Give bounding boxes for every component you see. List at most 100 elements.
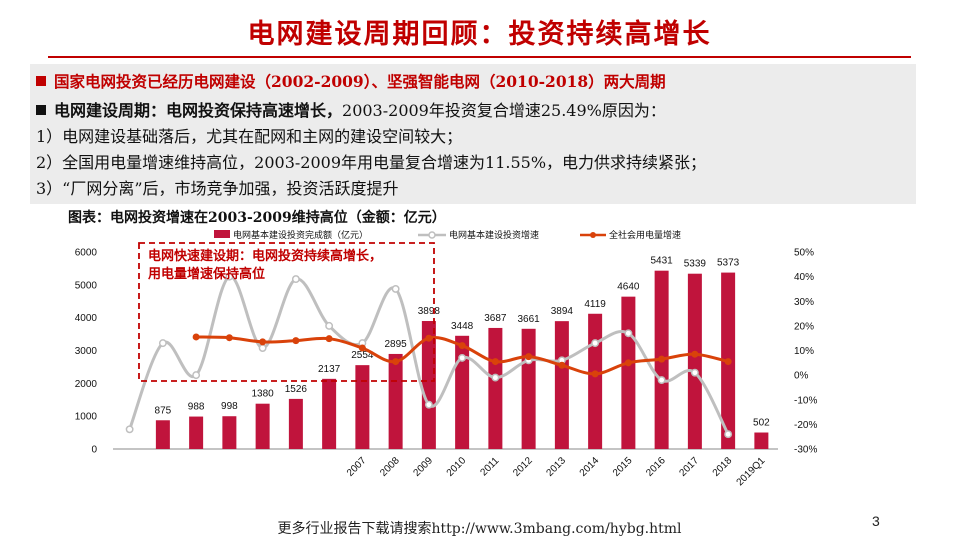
investment-growth-point xyxy=(158,339,167,348)
page-number: 3 xyxy=(872,513,880,529)
power-growth-point xyxy=(558,361,566,369)
investment-growth-point xyxy=(391,284,400,293)
power-growth-point xyxy=(658,355,666,363)
power-growth-point xyxy=(691,350,699,358)
legend-growth-marker xyxy=(428,231,436,239)
investment-growth-point xyxy=(424,400,433,409)
summary-line-2: 电网建设周期：电网投资保持高速增长，2003-2009年投资复合增速25.49%… xyxy=(36,97,666,121)
y-left-tick-label: 5000 xyxy=(75,280,98,291)
x-tick-label: 2013 xyxy=(544,455,568,479)
bar xyxy=(388,353,403,449)
investment-growth-point xyxy=(125,425,134,434)
bar-data-label: 5431 xyxy=(651,256,674,267)
summary-line-1: 国家电网投资已经历电网建设（2002-2009）、坚强智能电网（2010-201… xyxy=(36,70,666,92)
investment-growth-point xyxy=(591,339,600,348)
power-growth-point xyxy=(392,358,400,366)
x-tick-label: 2014 xyxy=(578,455,602,479)
title-divider xyxy=(48,56,911,58)
legend-growth-label: 电网基本建设投资增速 xyxy=(449,229,539,241)
bar xyxy=(621,296,636,449)
x-tick-label: 2018 xyxy=(711,455,735,479)
square-bullet-icon xyxy=(36,76,46,86)
y-right-tick-label: 50% xyxy=(794,248,814,259)
bar xyxy=(189,416,204,449)
summary-line-5: 3）“厂网分离”后，市场竞争加强，投资活跃度提升 xyxy=(36,179,399,198)
bar-data-label: 4119 xyxy=(584,299,606,310)
summary-line-2-bold: 电网建设周期：电网投资保持高速增长， xyxy=(54,101,343,120)
legend-bar-swatch xyxy=(214,230,230,238)
power-growth-point xyxy=(458,342,466,350)
power-growth-point xyxy=(425,334,433,342)
summary-line-2-text: 2003-2009年投资复合增速25.49%原因为： xyxy=(342,101,666,120)
legend-power-marker xyxy=(590,232,596,238)
y-right-tick-label: 30% xyxy=(794,297,814,308)
x-tick-label: 2009 xyxy=(411,455,435,479)
power-growth-point xyxy=(491,358,499,366)
bar-data-label: 2554 xyxy=(351,350,374,361)
investment-growth-point xyxy=(325,321,334,330)
square-bullet-icon xyxy=(36,105,46,115)
bar xyxy=(455,335,470,449)
investment-growth-point xyxy=(690,368,699,377)
bar xyxy=(687,273,702,449)
power-growth-point xyxy=(192,333,200,341)
bar-data-label: 3661 xyxy=(518,314,541,325)
x-tick-label: 2010 xyxy=(445,455,469,479)
y-right-tick-label: 20% xyxy=(794,321,814,332)
y-left-tick-label: 6000 xyxy=(75,248,98,259)
bar xyxy=(155,420,170,449)
bar-data-label: 3448 xyxy=(451,321,474,332)
x-tick-label: 2016 xyxy=(644,455,668,479)
investment-chart: 0 1000 2000 3000 4000 5000 6000 -30% -20% -10% 0% 1… xyxy=(75,229,818,488)
bar-data-label: 2895 xyxy=(385,339,408,350)
power-growth-point xyxy=(325,335,333,343)
power-growth-point xyxy=(292,337,300,345)
summary-line-4: 2）全国用电量增速维持高位，2003-2009年用电量复合增速为11.55%，电… xyxy=(36,153,707,172)
bar-data-label: 875 xyxy=(155,405,172,416)
summary-line-3: 1）电网建设基础落后，尤其在配网和主网的建设空间较大； xyxy=(36,127,463,146)
bar xyxy=(322,378,337,449)
y-left-tick-label: 2000 xyxy=(75,379,98,390)
x-tick-label: 2015 xyxy=(611,455,635,479)
power-growth-point xyxy=(525,353,533,361)
investment-growth-point xyxy=(491,373,500,382)
y-right-tick-label: 40% xyxy=(794,272,814,283)
bar-data-label: 5373 xyxy=(717,258,740,269)
investment-growth-point xyxy=(291,275,300,284)
summary-line-1-text: 国家电网投资已经历电网建设（2002-2009）、坚强智能电网（2010-201… xyxy=(54,72,666,91)
footer-text[interactable]: 更多行业报告下载请搜索http://www.3mbang.com/hybg.ht… xyxy=(277,521,682,537)
power-growth-point xyxy=(724,358,732,366)
y-left-tick-label: 4000 xyxy=(75,313,98,324)
investment-growth-point xyxy=(458,353,467,362)
bar-data-label: 998 xyxy=(221,401,238,412)
bar-data-label: 2137 xyxy=(318,364,341,375)
power-growth-point xyxy=(225,334,233,342)
x-tick-label: 2008 xyxy=(378,455,402,479)
bar xyxy=(421,321,436,449)
y-left-tick-label: 1000 xyxy=(75,412,98,423)
x-tick-label: 2012 xyxy=(511,455,535,479)
investment-growth-line xyxy=(128,275,730,435)
power-growth-point xyxy=(591,370,599,378)
y-right-tick-label: 0% xyxy=(794,371,809,382)
bar-data-label: 3894 xyxy=(551,306,574,317)
bar-data-label: 1526 xyxy=(285,384,308,395)
bar xyxy=(554,321,569,449)
bar-data-label: 502 xyxy=(753,418,770,429)
y-right-tick-label: -20% xyxy=(794,420,817,431)
bar-data-label: 3898 xyxy=(418,306,441,317)
y-left-tick-label: 3000 xyxy=(75,346,98,357)
annotation-text-line1: 电网快速建设期：电网投资持续高增长， xyxy=(148,248,382,264)
investment-growth-point xyxy=(192,371,201,380)
y-right-tick-label: 10% xyxy=(794,346,814,357)
bar xyxy=(521,328,536,449)
legend-bar-label: 电网基本建设投资完成额（亿元） xyxy=(233,229,368,241)
bar xyxy=(255,403,270,449)
power-growth-point xyxy=(358,344,366,352)
bar xyxy=(288,398,303,449)
bar xyxy=(588,313,603,449)
bar xyxy=(754,432,769,449)
investment-growth-point xyxy=(624,329,633,338)
annotation-box xyxy=(138,242,435,382)
investment-growth-point xyxy=(724,430,733,439)
